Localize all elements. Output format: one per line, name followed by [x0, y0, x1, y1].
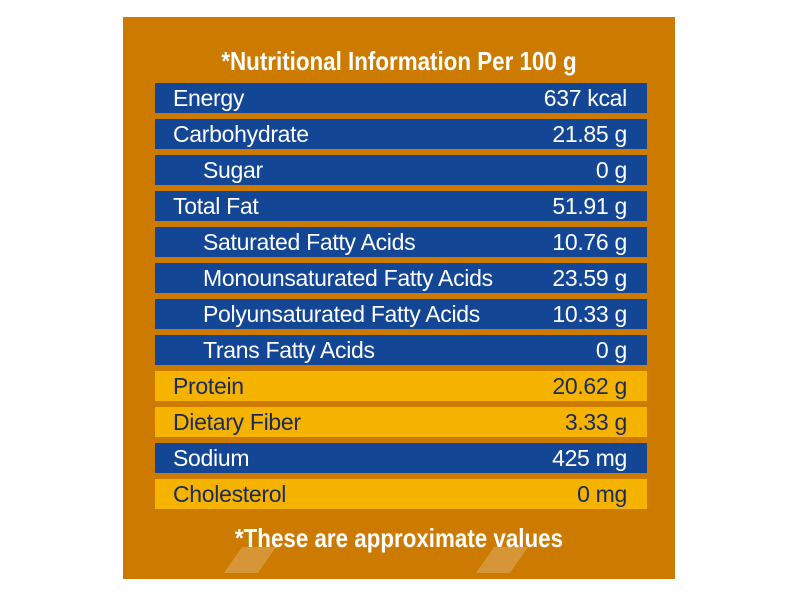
nutrient-value: 10.76 g — [552, 228, 627, 255]
nutrient-row-sugar: Sugar 0 g — [155, 155, 647, 185]
nutrient-row-energy: Energy 637 kcal — [155, 83, 647, 113]
nutrient-value: 51.91 g — [552, 192, 627, 219]
nutrient-label: Total Fat — [173, 192, 259, 219]
nutrient-row-protein: Protein 20.62 g — [155, 371, 647, 401]
nutrient-value: 10.33 g — [552, 300, 627, 327]
nutrient-label: Saturated Fatty Acids — [203, 228, 416, 255]
nutrient-label: Cholesterol — [173, 480, 287, 507]
nutrient-label: Carbohydrate — [173, 120, 309, 147]
nutrient-value: 23.59 g — [552, 264, 627, 291]
nutrient-value: 425 mg — [552, 444, 627, 471]
nutrient-label: Energy — [173, 84, 245, 111]
nutrient-label: Trans Fatty Acids — [203, 336, 375, 363]
nutrient-row-trans-fatty-acids: Trans Fatty Acids 0 g — [155, 335, 647, 365]
nutrient-row-cholesterol: Cholesterol 0 mg — [155, 479, 647, 509]
nutrient-row-total-fat: Total Fat 51.91 g — [155, 191, 647, 221]
nutrient-row-sodium: Sodium 425 mg — [155, 443, 647, 473]
nutrient-label: Monounsaturated Fatty Acids — [203, 264, 493, 291]
nutrient-value: 0 g — [595, 156, 627, 183]
nutrient-value: 21.85 g — [552, 120, 627, 147]
nutrient-value: 637 kcal — [543, 84, 628, 111]
nutrient-row-polyunsaturated-fatty-acids: Polyunsaturated Fatty Acids 10.33 g — [155, 299, 647, 329]
nutrient-value: 0 g — [595, 336, 627, 363]
nutrient-row-saturated-fatty-acids: Saturated Fatty Acids 10.76 g — [155, 227, 647, 257]
nutrient-label: Polyunsaturated Fatty Acids — [203, 300, 480, 327]
nutrient-row-carbohydrate: Carbohydrate 21.85 g — [155, 119, 647, 149]
nutrient-label: Protein — [173, 372, 244, 399]
nutrient-label: Dietary Fiber — [173, 408, 301, 435]
nutrient-value: 3.33 g — [564, 408, 627, 435]
nutrition-title: *Nutritional Information Per 100 g — [221, 46, 577, 76]
approximate-values-note: *These are approximate values — [234, 523, 564, 553]
nutrient-value: 20.62 g — [552, 372, 627, 399]
nutrition-panel: *Nutritional Information Per 100 g Energ… — [123, 17, 675, 579]
nutrition-table: Energy 637 kcal Carbohydrate 21.85 g Sug… — [155, 83, 647, 515]
nutrient-label: Sodium — [173, 444, 250, 471]
nutrient-row-dietary-fiber: Dietary Fiber 3.33 g — [155, 407, 647, 437]
nutrient-row-monounsaturated-fatty-acids: Monounsaturated Fatty Acids 23.59 g — [155, 263, 647, 293]
nutrient-value: 0 mg — [577, 480, 627, 507]
nutrient-label: Sugar — [203, 156, 263, 183]
